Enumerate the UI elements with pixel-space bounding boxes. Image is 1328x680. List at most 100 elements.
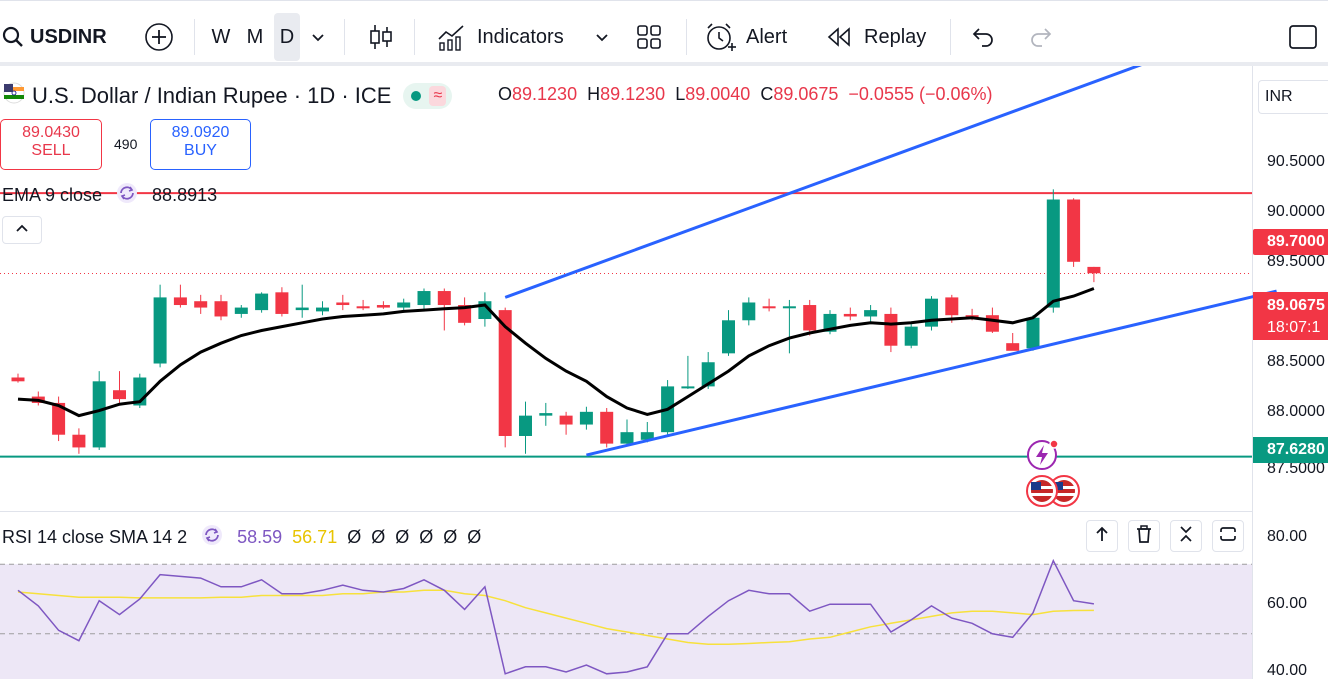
divider [686, 19, 687, 55]
rsi-empty-value: Ø [419, 526, 434, 547]
interval-w-button[interactable]: W [211, 25, 231, 48]
candle-up [255, 293, 269, 311]
data-loading-icon [201, 524, 223, 551]
price-tick: 90.0000 [1267, 203, 1325, 220]
candle-down [113, 390, 126, 400]
collapse-pane-button[interactable] [1170, 520, 1202, 552]
maximize-pane-button[interactable] [1212, 520, 1244, 552]
redo-button[interactable] [1028, 15, 1054, 59]
price-tick: 90.5000 [1267, 153, 1325, 170]
candle-up [539, 413, 553, 416]
candle-up [681, 386, 695, 389]
open-value: 89.1230 [512, 84, 578, 104]
spread-value: 490 [114, 136, 138, 152]
undo-icon [970, 26, 996, 48]
candle-down [275, 292, 289, 314]
rsi-label: RSI 14 close SMA 14 2 [2, 526, 188, 547]
delayed-data-icon: ≈ [429, 86, 447, 106]
candle-down [559, 415, 573, 425]
support-price-label[interactable]: 87.6280 [1253, 437, 1328, 463]
search-icon [2, 26, 24, 48]
indicators-dropdown[interactable] [594, 15, 610, 59]
last-price-label: 89.0675 18:07:1 [1253, 292, 1328, 340]
candle-up [620, 432, 634, 444]
candle-down [945, 297, 959, 316]
interval-d-button[interactable]: D [274, 13, 300, 61]
buy-price: 89.0920 [171, 124, 230, 141]
symbol-search[interactable]: USDINR [2, 15, 107, 59]
layout-button[interactable] [636, 15, 662, 59]
change-value: −0.0555 (−0.06%) [848, 84, 993, 104]
ema-value: 88.8913 [152, 184, 218, 205]
currency-button[interactable]: INR [1258, 80, 1328, 114]
open-label: O [498, 84, 513, 104]
candle-down [173, 297, 187, 306]
price-tick: 88.0000 [1267, 403, 1325, 420]
price-chart[interactable] [0, 66, 1328, 679]
us-economic-event-icon[interactable] [1025, 474, 1081, 513]
replay-button[interactable]: Replay [826, 15, 926, 59]
interval-dropdown[interactable] [310, 15, 326, 59]
fullscreen-button[interactable] [1288, 15, 1318, 59]
ema-line [17, 287, 1095, 418]
resistance-price-label[interactable]: 89.7000 [1253, 229, 1328, 255]
rsi-empty-value: Ø [395, 526, 410, 547]
rsi-tick: 80.00 [1267, 528, 1308, 545]
last-price-value: 89.0675 [1267, 297, 1325, 314]
candle-down [985, 315, 999, 332]
ohlc-values: O89.1230 H89.1230 L89.0040 C89.0675 −0.0… [498, 84, 993, 105]
buy-button[interactable]: 89.0920 BUY [150, 119, 251, 170]
symbol-name: USDINR [30, 25, 107, 48]
delete-pane-button[interactable] [1128, 520, 1160, 552]
candle-down [1087, 266, 1101, 274]
rsi-sma-value: 56.71 [292, 526, 338, 547]
rsi-legend[interactable]: RSI 14 close SMA 14 2 58.59 56.71 Ø Ø Ø … [2, 524, 481, 551]
candle-down [336, 302, 350, 306]
lightning-event-icon[interactable] [1026, 439, 1060, 476]
plus-circle-icon [144, 22, 174, 52]
undo-button[interactable] [970, 15, 996, 59]
market-status-badge[interactable]: ≈ [403, 83, 453, 109]
price-tick: 87.5000 [1267, 460, 1325, 477]
ema-legend[interactable]: EMA 9 close 88.8913 [2, 182, 217, 208]
rsi-line [17, 558, 1095, 675]
candle-down [762, 306, 776, 309]
candle-up [1046, 199, 1060, 308]
candle-down [843, 313, 857, 317]
chart-legend-title[interactable]: U.S. Dollar / Indian Rupee · 1D · ICE ≈ [0, 82, 453, 110]
candle-down [194, 301, 208, 308]
replay-label: Replay [864, 25, 927, 48]
candle-up [295, 307, 309, 311]
high-value: 89.1230 [600, 84, 666, 104]
close-value: 89.0675 [773, 84, 839, 104]
high-label: H [587, 84, 601, 104]
rsi-tick: 60.00 [1267, 595, 1308, 612]
move-pane-up-button[interactable] [1086, 520, 1118, 552]
candle-up [925, 298, 938, 327]
indicators-icon [437, 23, 467, 51]
collapse-legend-button[interactable] [2, 216, 42, 244]
ema-label: EMA 9 close [2, 184, 103, 205]
candle-up [234, 307, 248, 314]
candle-up [153, 297, 167, 364]
interval-m-button[interactable]: M [246, 25, 264, 48]
candle-up [722, 320, 735, 354]
candle-down [498, 310, 512, 436]
candle-up [640, 432, 654, 440]
instrument-title: U.S. Dollar / Indian Rupee · 1D · ICE [32, 83, 392, 108]
candle-up [579, 411, 593, 425]
rsi-band [0, 564, 1252, 679]
candle-down [803, 305, 817, 331]
sell-label: SELL [31, 142, 71, 159]
candle-up [864, 310, 878, 317]
compare-add-button[interactable] [144, 15, 174, 59]
maximize-icon [1218, 525, 1238, 548]
chart-type-button[interactable] [368, 15, 394, 59]
candle-up [417, 291, 431, 306]
rsi-empty-value: Ø [443, 526, 458, 547]
alert-button[interactable]: Alert [704, 15, 787, 59]
indicators-button[interactable]: Indicators [437, 15, 564, 59]
sell-button[interactable]: 89.0430 SELL [0, 119, 102, 170]
candle-down [72, 434, 86, 448]
low-label: L [675, 84, 686, 104]
